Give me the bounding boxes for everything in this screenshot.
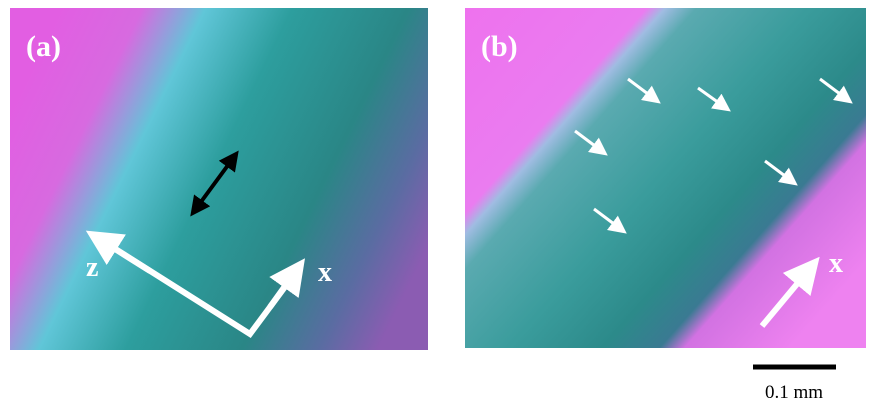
scale-bar-label: 0.1 mm <box>765 382 823 403</box>
page: {"panels": [{"label": "(a)", "axis_label… <box>0 0 872 405</box>
axis-label: x <box>829 248 843 279</box>
axis-label: x <box>318 257 332 288</box>
micrograph-b <box>465 8 866 348</box>
panel-label: (a) <box>26 30 61 63</box>
panel-label: (b) <box>481 30 518 63</box>
figure: (a) z x (b) x 0.1 mm <box>0 0 872 405</box>
axis-label: z <box>86 252 98 283</box>
